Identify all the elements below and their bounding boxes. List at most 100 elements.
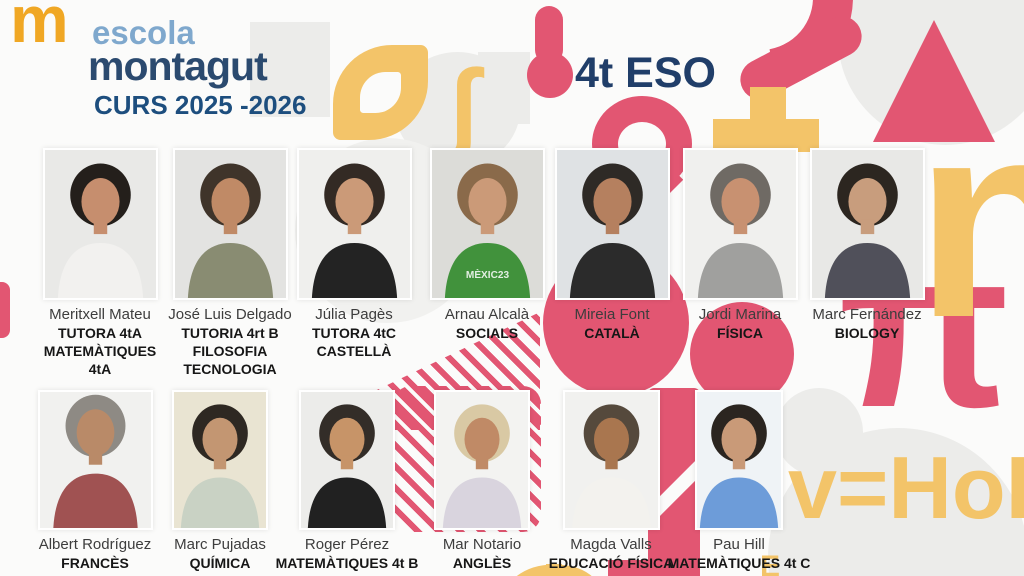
teacher-subject-line: TUTORA 4tA bbox=[58, 325, 142, 341]
teacher-card: Roger Pérez MATEMÀTIQUES 4t BECONOMIA bbox=[267, 390, 427, 576]
teacher-photo bbox=[682, 148, 798, 300]
teacher-subject-line: QUÍMICA bbox=[189, 555, 251, 571]
teacher-name: Marc Fernández bbox=[812, 306, 922, 323]
teacher-subject-line: ECONOMIA bbox=[267, 572, 427, 576]
teacher-subject-line: SOCIALS bbox=[455, 325, 519, 341]
teacher-name: Mar Notario bbox=[442, 536, 522, 553]
amber-integral-glyph: ∫ bbox=[450, 49, 478, 161]
person-silhouette-icon bbox=[52, 394, 138, 528]
teacher-name: Meritxell Mateu bbox=[49, 306, 151, 323]
teacher-subject-line: 4tA bbox=[88, 361, 112, 377]
page-title-grade: 4t ESO bbox=[575, 49, 716, 97]
teacher-photo bbox=[695, 390, 783, 530]
teacher-subject-line: FÍSICA bbox=[717, 325, 763, 341]
teacher-card: José Luis Delgado TUTORIA 4rt B FILOSOFIA… bbox=[150, 148, 310, 378]
teacher-name: Jordi Marina bbox=[698, 306, 782, 323]
teacher-subject-line: MATEMÀTIQUES 4t B bbox=[275, 555, 419, 571]
teacher-name: Magda Valls bbox=[570, 536, 652, 553]
teacher-card: Marc Pujadas QUÍMICA bbox=[140, 390, 300, 572]
logo-m-icon: m bbox=[10, 0, 69, 56]
logo-school-name-bottom: montagut bbox=[88, 43, 268, 89]
amber-plus-horizontal bbox=[713, 119, 819, 152]
person-silhouette-icon bbox=[307, 404, 387, 528]
teacher-photo bbox=[562, 390, 660, 530]
person-silhouette-icon bbox=[442, 404, 522, 528]
teacher-card: Magda Valls EDUCACIÓ FÍSICA bbox=[531, 390, 691, 572]
teacher-subject-line: CASTELLÀ bbox=[316, 343, 392, 359]
person-silhouette-icon bbox=[824, 163, 910, 298]
teacher-subject-line: TUTORA 4tC bbox=[312, 325, 396, 341]
logo-school-name-top: escola bbox=[92, 14, 195, 51]
person-silhouette-icon bbox=[180, 404, 260, 528]
teacher-photo bbox=[172, 148, 288, 300]
teacher-photo bbox=[172, 390, 268, 530]
teacher-name: Mireia Font bbox=[574, 306, 650, 323]
teacher-photo bbox=[42, 148, 158, 300]
teacher-name: Albert Rodríguez bbox=[38, 536, 152, 553]
teacher-subjects: TUTORIA 4rt B FILOSOFIA TECNOLOGIA bbox=[150, 324, 310, 378]
person-silhouette-icon bbox=[569, 163, 655, 298]
pink-bar-left-edge bbox=[0, 282, 10, 338]
teacher-subjects: SOCIALS bbox=[407, 324, 567, 342]
teacher-name: Júlia Pagès bbox=[315, 306, 393, 323]
teacher-subject-line: CATALÀ bbox=[584, 325, 640, 341]
amber-corner-stub bbox=[546, 564, 562, 576]
teacher-name: Marc Pujadas bbox=[174, 536, 266, 553]
teacher-subject-line: FILOSOFIA bbox=[192, 343, 268, 359]
pink-band-bottom bbox=[608, 560, 700, 576]
teacher-photo bbox=[299, 390, 395, 530]
pink-circle-jordi bbox=[690, 302, 794, 406]
person-silhouette-icon bbox=[187, 163, 273, 298]
teacher-name: Roger Pérez bbox=[304, 536, 390, 553]
teacher-subject-line: BIOLOGY bbox=[834, 325, 900, 341]
amber-e-fragment: E bbox=[760, 550, 781, 576]
teacher-subjects: BIOLOGY bbox=[787, 324, 947, 342]
teacher-subjects: ANGLÈS bbox=[402, 554, 562, 572]
teacher-photo bbox=[37, 390, 153, 530]
teacher-subjects: FÍSICA bbox=[660, 324, 820, 342]
teacher-card: Marc Fernández BIOLOGY bbox=[787, 148, 947, 342]
teacher-name: Arnau Alcalà bbox=[444, 306, 530, 323]
teacher-subject-line: TECNOLOGIA bbox=[183, 361, 277, 377]
teacher-subject-line: EDUCACIÓ FÍSICA bbox=[548, 555, 674, 571]
teacher-photo bbox=[809, 148, 925, 300]
person-silhouette-icon bbox=[697, 163, 783, 298]
teacher-subjects: TUTORA 4tA MATEMÀTIQUES 4tA bbox=[20, 324, 180, 378]
teacher-name: José Luis Delgado bbox=[168, 306, 292, 323]
course-year-label: CURS 2025 -2026 bbox=[94, 90, 307, 120]
formula-text: v=HoD bbox=[788, 438, 1024, 537]
teacher-photo: MÈXIC23 bbox=[429, 148, 545, 300]
person-silhouette-icon bbox=[57, 163, 143, 298]
person-silhouette-icon bbox=[699, 404, 779, 528]
teacher-subject-line: ANGLÈS bbox=[452, 555, 512, 571]
teacher-subjects: QUÍMICA bbox=[140, 554, 300, 572]
svg-text:MÈXIC23: MÈXIC23 bbox=[465, 268, 509, 281]
teacher-subjects: TUTORA 4tC CASTELLÀ bbox=[274, 324, 434, 360]
teacher-subject-line: TUTORIA 4rt B bbox=[181, 325, 279, 341]
teacher-card: Júlia Pagès TUTORA 4tC CASTELLÀ bbox=[274, 148, 434, 360]
amber-n-glyph: n bbox=[915, 64, 1024, 376]
teacher-subjects: FRANCÈS bbox=[15, 554, 175, 572]
teacher-card: Meritxell Mateu TUTORA 4tA MATEMÀTIQUES 4t… bbox=[20, 148, 180, 378]
teacher-card: Pau Hill MATEMÀTIQUES 4t C bbox=[659, 390, 819, 572]
teacher-subjects: MATEMÀTIQUES 4t C bbox=[659, 554, 819, 572]
teacher-card: Albert Rodríguez FRANCÈS bbox=[15, 390, 175, 572]
teacher-photo bbox=[554, 148, 670, 300]
teacher-subjects: EDUCACIÓ FÍSICA bbox=[531, 554, 691, 572]
teacher-subject-line: MATEMÀTIQUES bbox=[43, 343, 157, 359]
person-silhouette-icon: MÈXIC23 bbox=[444, 163, 530, 298]
gray-circle-pau-right bbox=[775, 388, 863, 476]
teacher-photo bbox=[434, 390, 530, 530]
teacher-card: MÈXIC23 Arnau Alcalà SOCIALS bbox=[407, 148, 567, 342]
person-silhouette-icon bbox=[311, 163, 397, 298]
teacher-subject-line: MATEMÀTIQUES 4t C bbox=[667, 555, 811, 571]
teacher-photo bbox=[296, 148, 412, 300]
teacher-card: Jordi Marina FÍSICA bbox=[660, 148, 820, 342]
teacher-subjects: MATEMÀTIQUES 4t BECONOMIA bbox=[267, 554, 427, 576]
gray-block-title-left bbox=[478, 52, 530, 124]
amber-leaf-hole bbox=[360, 72, 401, 113]
teacher-card: Mar Notario ANGLÈS bbox=[402, 390, 562, 572]
gray-block-logo-right bbox=[250, 22, 330, 117]
teacher-name: Pau Hill bbox=[713, 536, 765, 553]
